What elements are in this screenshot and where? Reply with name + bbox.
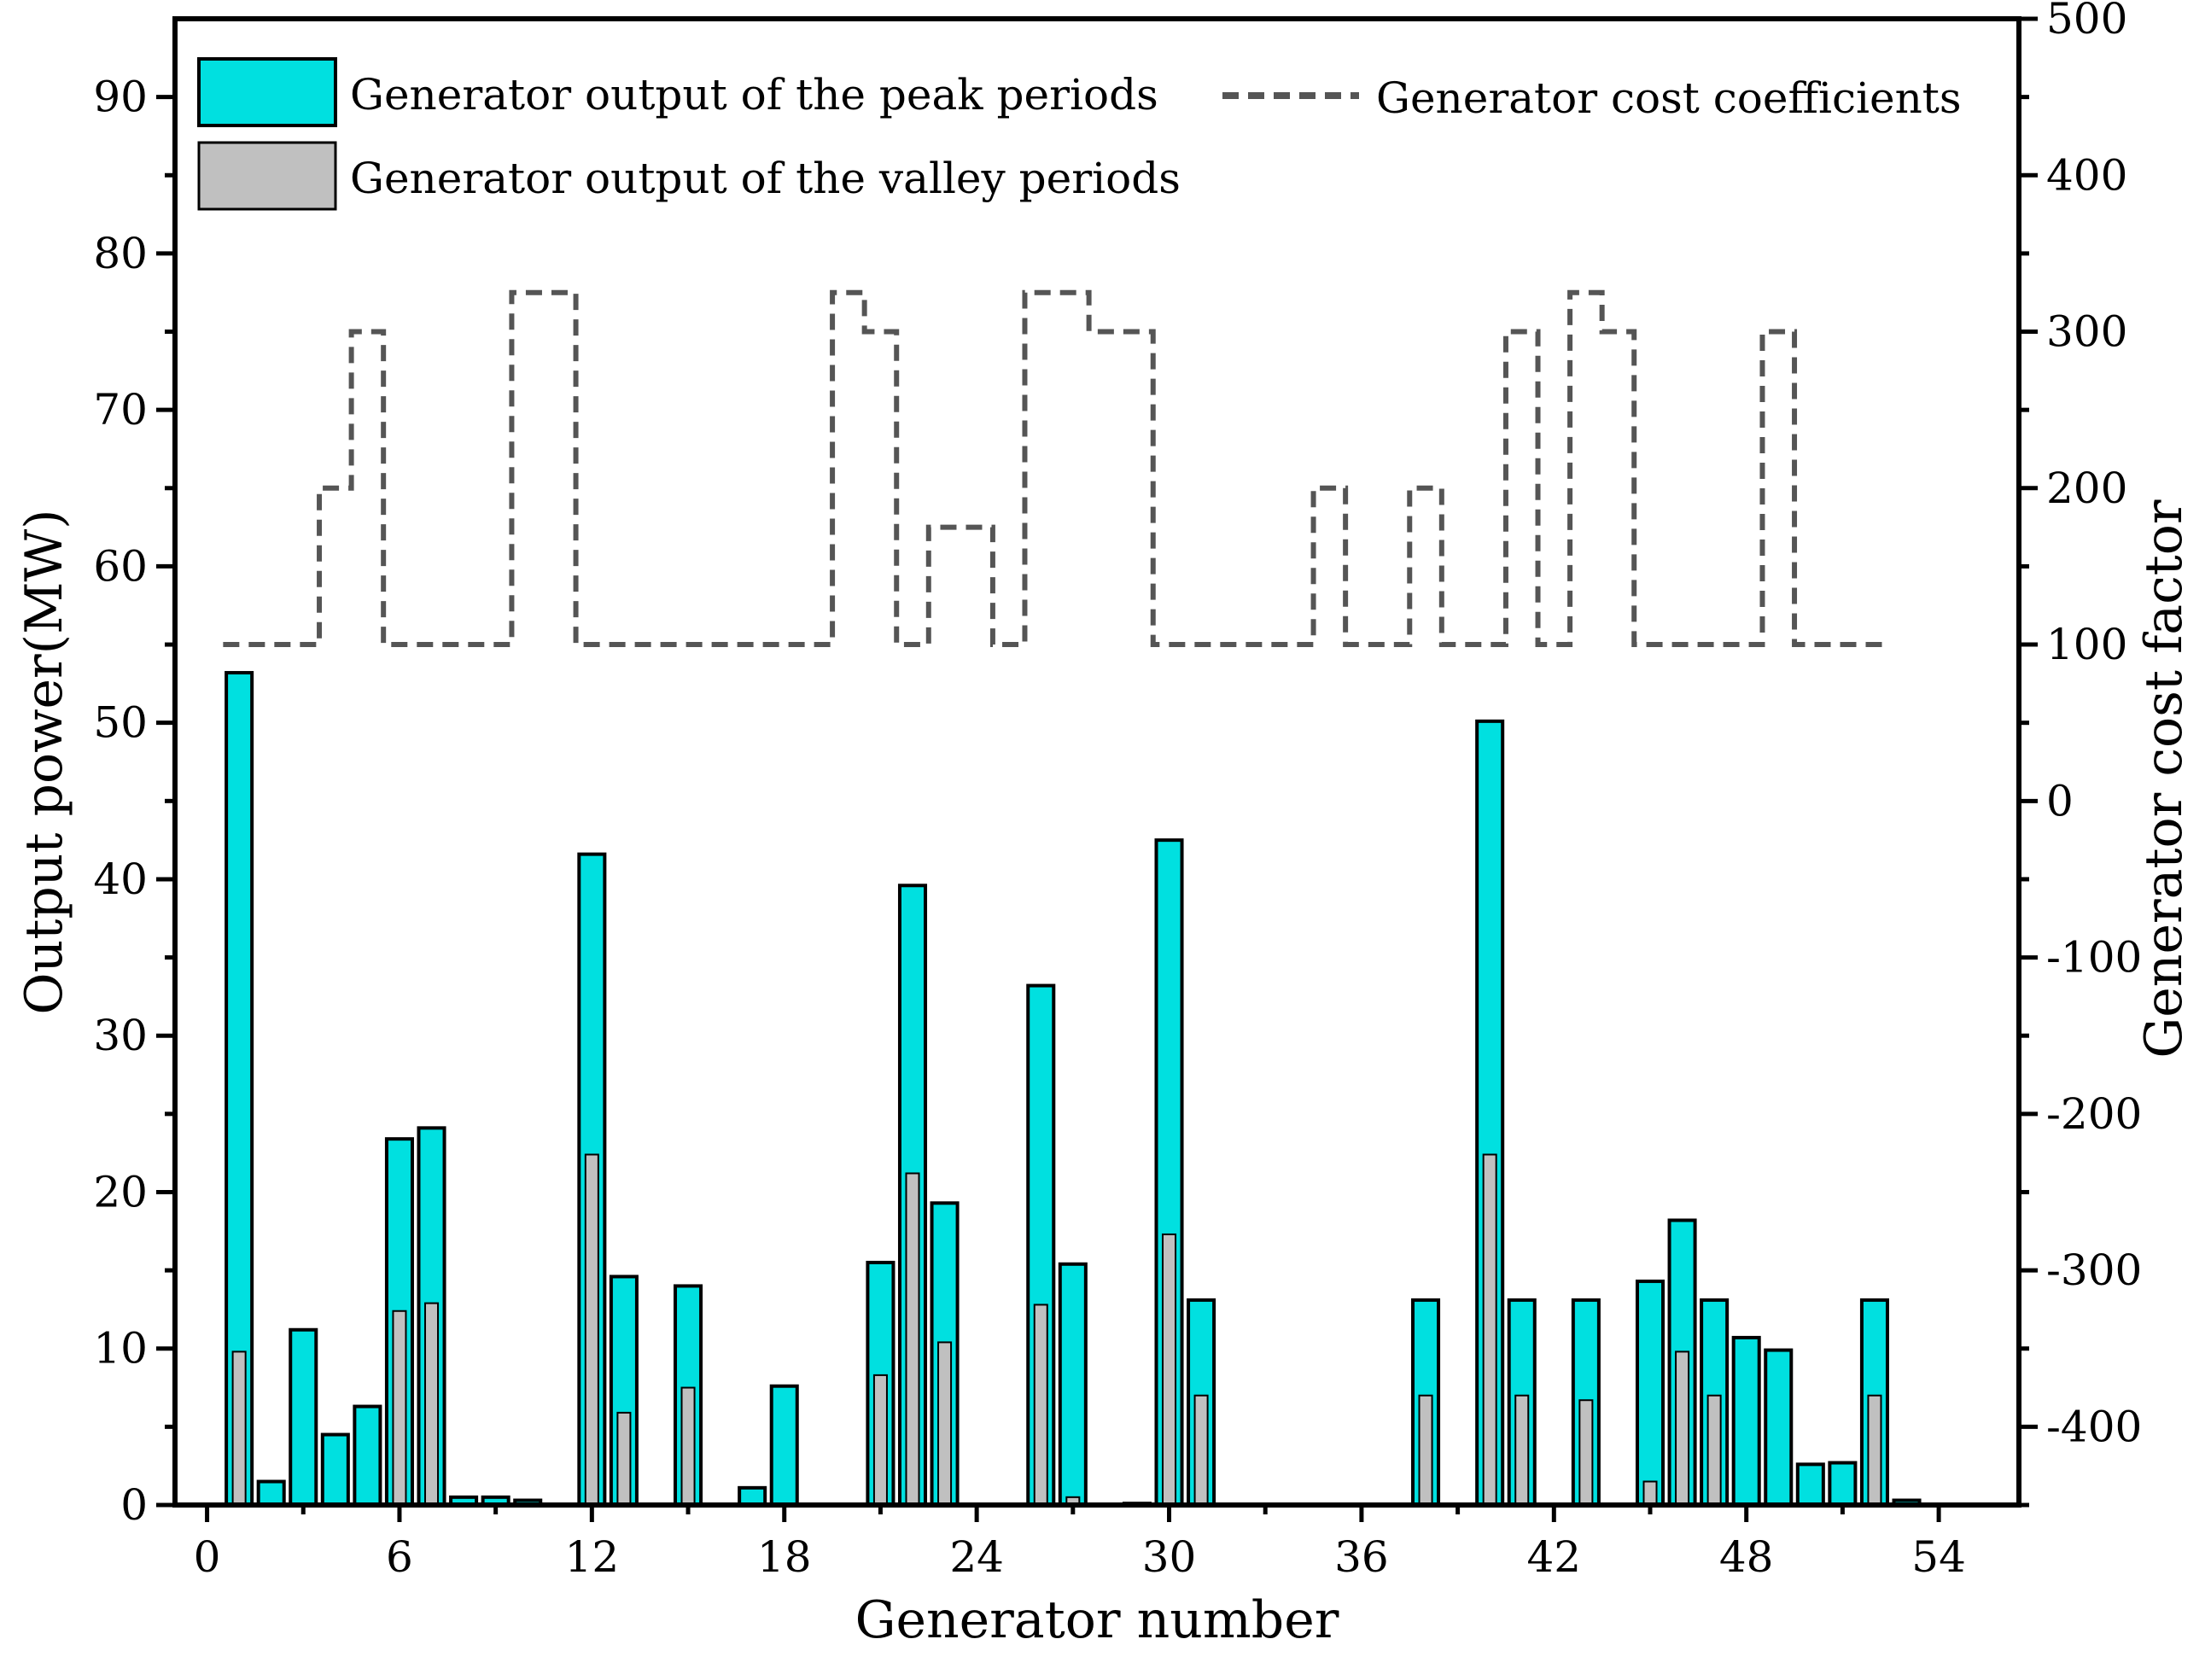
peak-bar-18 xyxy=(769,1384,799,1507)
peak-bar-49 xyxy=(1764,1348,1794,1507)
peak-bar-50 xyxy=(1795,1462,1825,1507)
x-tick-label: 0 xyxy=(194,1532,221,1582)
peak-bar-3 xyxy=(289,1327,318,1507)
legend-peak-swatch xyxy=(197,57,337,127)
valley-bar-30 xyxy=(1162,1233,1177,1506)
valley-bar-12 xyxy=(584,1153,599,1506)
valley-bar-1 xyxy=(231,1350,247,1506)
ticks-layer: 0 6 12 18 24 30 36 42 48 54 0 10 20 30 40 50 60 70 80 90 -40… xyxy=(93,0,2142,1582)
legend-peak-label: Generator output of the peak periods xyxy=(350,70,1158,120)
x-tick-label: 18 xyxy=(757,1532,812,1582)
legend-cost-label: Generator cost coefficients xyxy=(1376,73,1962,123)
peak-bar-5 xyxy=(353,1404,382,1507)
valley-bar-23 xyxy=(937,1341,953,1507)
valley-bar-46 xyxy=(1675,1350,1690,1506)
y2-tick-label: 200 xyxy=(2046,464,2127,513)
y-tick-label: 60 xyxy=(93,541,148,591)
legend: Generator output of the peak periods Gen… xyxy=(197,57,1962,211)
y-tick-label: 70 xyxy=(93,385,148,435)
valley-bar-13 xyxy=(616,1411,632,1507)
x-tick-label: 6 xyxy=(386,1532,413,1582)
y-tick-label: 90 xyxy=(93,73,148,122)
valley-bar-40 xyxy=(1482,1153,1497,1506)
legend-valley-label: Generator output of the valley periods xyxy=(350,154,1181,203)
valley-bar-7 xyxy=(424,1302,440,1507)
x-tick-label: 24 xyxy=(949,1532,1004,1582)
y2-tick-label: 300 xyxy=(2046,307,2127,357)
peak-bar-2 xyxy=(256,1479,286,1507)
y-tick-label: 80 xyxy=(93,229,148,278)
x-axis-title: Generator number xyxy=(855,1590,1339,1650)
valley-bar-43 xyxy=(1578,1399,1594,1507)
peak-bar-4 xyxy=(320,1432,350,1508)
y-tick-label: 0 xyxy=(120,1480,148,1530)
y-tick-label: 40 xyxy=(93,855,148,904)
x-tick-label: 42 xyxy=(1526,1532,1581,1582)
valley-bar-15 xyxy=(680,1386,696,1506)
y-tick-label: 10 xyxy=(93,1324,148,1374)
cost-coefficient-line xyxy=(223,289,1891,648)
x-tick-label: 48 xyxy=(1719,1532,1774,1582)
y2-tick-label: 400 xyxy=(2046,150,2127,200)
valley-bar-26 xyxy=(1033,1304,1048,1507)
legend-valley-swatch xyxy=(197,141,337,211)
valley-bar-52 xyxy=(1867,1394,1882,1507)
y2-tick-label: 500 xyxy=(2046,0,2127,44)
valley-bar-6 xyxy=(392,1310,407,1506)
y2-tick-label: -200 xyxy=(2046,1089,2142,1139)
y2-tick-label: -400 xyxy=(2046,1402,2142,1451)
plot-frame xyxy=(172,16,2021,1508)
peak-bar-51 xyxy=(1828,1461,1858,1507)
y2-tick-label: -100 xyxy=(2046,933,2142,983)
valley-bar-47 xyxy=(1706,1394,1722,1507)
bars-layer xyxy=(225,671,1922,1508)
valley-bar-41 xyxy=(1514,1394,1530,1507)
peak-bar-45 xyxy=(1635,1279,1666,1508)
x-tick-label: 12 xyxy=(565,1532,620,1582)
x-tick-label: 30 xyxy=(1142,1532,1197,1582)
valley-bar-31 xyxy=(1193,1394,1209,1507)
x-tick-label: 36 xyxy=(1334,1532,1389,1582)
y2-tick-label: -300 xyxy=(2046,1245,2142,1295)
y-tick-label: 30 xyxy=(93,1011,148,1060)
valley-bar-21 xyxy=(872,1374,888,1507)
y-tick-label: 50 xyxy=(93,698,148,748)
y2-tick-label: 0 xyxy=(2046,776,2074,825)
peak-bar-17 xyxy=(738,1485,767,1508)
cost-line-layer xyxy=(223,289,1891,648)
y-axis-title: Output power(MW) xyxy=(15,509,74,1014)
x-tick-label: 54 xyxy=(1911,1532,1966,1582)
y2-tick-label: 100 xyxy=(2046,620,2127,669)
valley-bar-45 xyxy=(1642,1480,1658,1506)
peak-bar-48 xyxy=(1731,1335,1761,1508)
valley-bar-22 xyxy=(905,1172,920,1506)
y2-axis-title: Generator cost factor xyxy=(2134,499,2194,1059)
valley-bar-38 xyxy=(1418,1394,1433,1507)
y-tick-label: 20 xyxy=(93,1167,148,1216)
peak-bar-27 xyxy=(1058,1262,1088,1508)
